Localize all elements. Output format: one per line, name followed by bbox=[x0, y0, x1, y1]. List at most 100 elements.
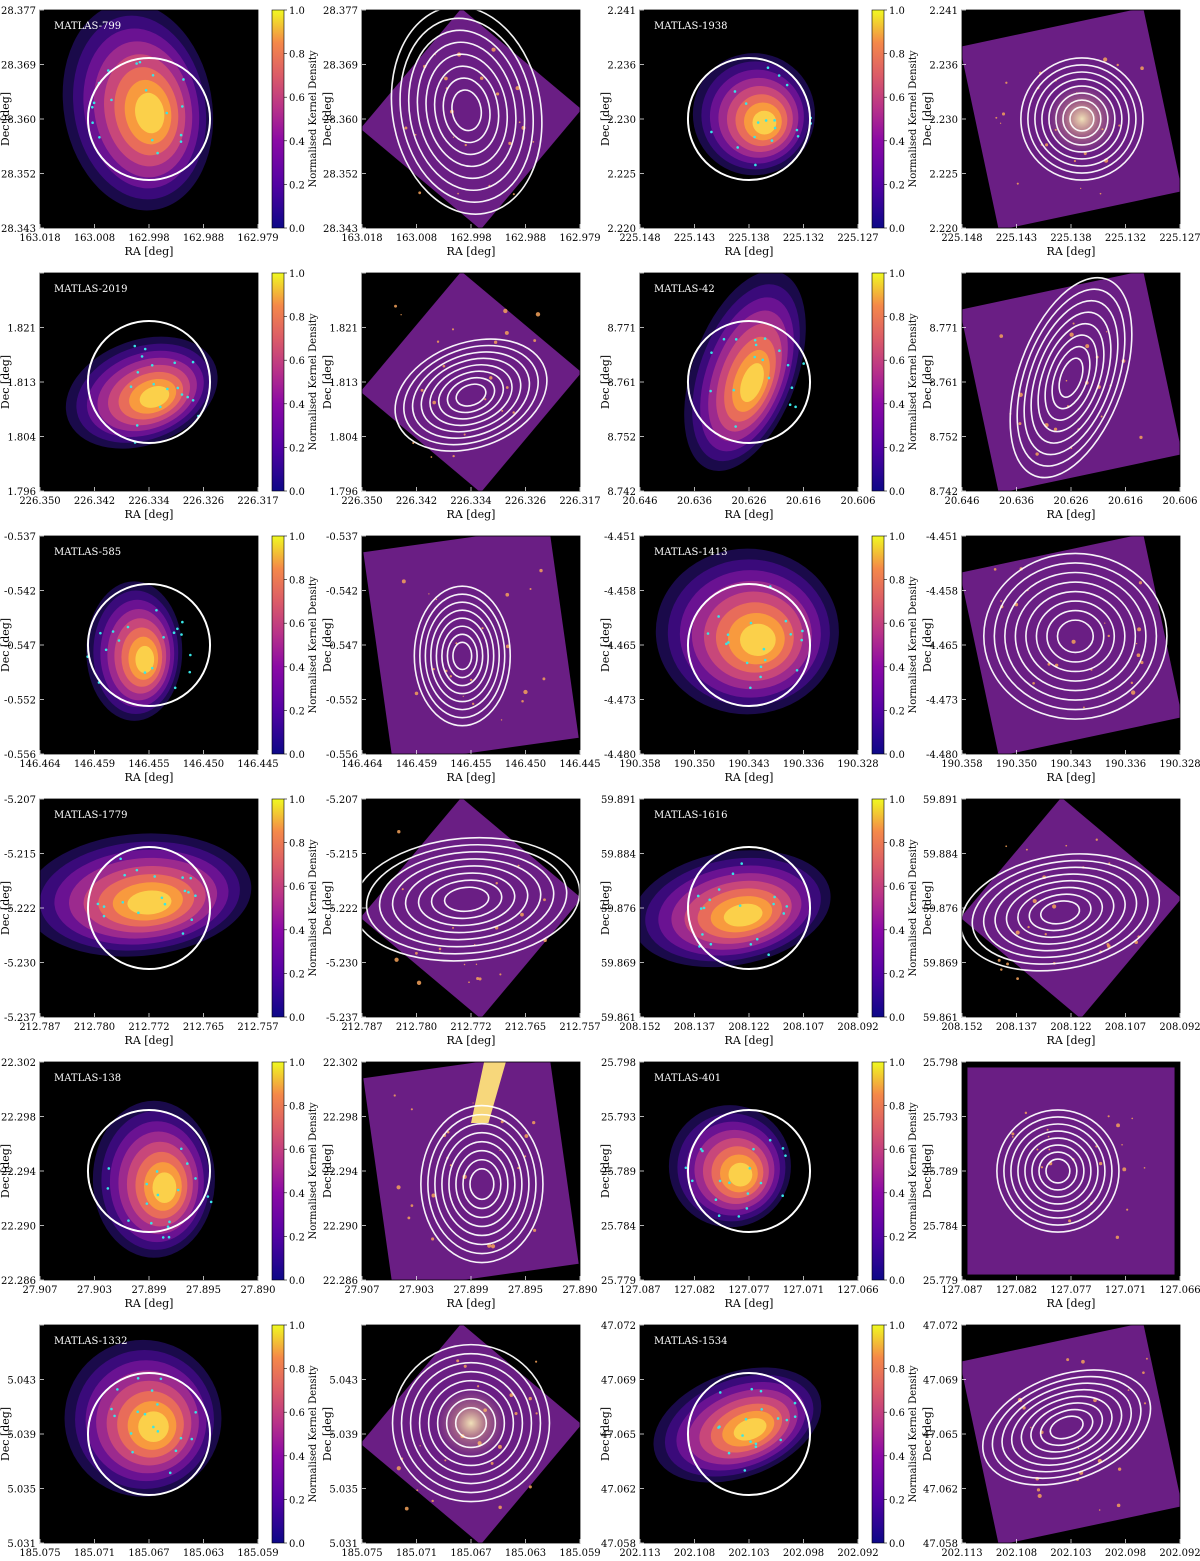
gc-point bbox=[99, 631, 102, 635]
y-tick-label: 22.298 bbox=[1, 1113, 36, 1124]
x-tick-label: 27.890 bbox=[241, 1285, 276, 1296]
star bbox=[1126, 1208, 1129, 1211]
y-tick-label: -0.547 bbox=[326, 641, 358, 652]
star bbox=[1068, 1219, 1072, 1223]
gc-point bbox=[690, 1179, 694, 1183]
star bbox=[416, 1489, 419, 1492]
star bbox=[435, 598, 438, 601]
density-contour bbox=[362, 836, 580, 962]
density-contour bbox=[417, 872, 516, 927]
gc-point bbox=[138, 60, 142, 64]
gc-point bbox=[717, 1214, 721, 1218]
aperture-circle bbox=[86, 1371, 212, 1497]
x-tick-label: 127.087 bbox=[619, 1285, 660, 1296]
colorbar-tick-label: 0.2 bbox=[289, 443, 305, 454]
star bbox=[1048, 1148, 1051, 1151]
star bbox=[1145, 1357, 1148, 1360]
star bbox=[542, 677, 546, 681]
deep-image bbox=[363, 536, 579, 754]
star bbox=[523, 689, 528, 695]
density-contour bbox=[413, 585, 512, 727]
gc-point bbox=[172, 631, 176, 635]
gc-point bbox=[699, 907, 703, 910]
y-tick-label: 1.813 bbox=[329, 378, 358, 389]
star bbox=[481, 627, 484, 630]
x-tick-label: 185.075 bbox=[19, 1548, 60, 1559]
star bbox=[442, 364, 446, 368]
y-tick-label: -0.547 bbox=[4, 641, 36, 652]
colorbar-tick-label: 0.0 bbox=[289, 750, 305, 761]
panel-label: MATLAS-1413 bbox=[654, 547, 728, 558]
density-contour bbox=[1045, 1158, 1071, 1184]
gc-point bbox=[784, 619, 788, 623]
deep-image bbox=[362, 273, 580, 491]
gc-point bbox=[789, 633, 793, 636]
gc-point bbox=[190, 918, 194, 921]
y-tick-label: 5.043 bbox=[329, 1376, 358, 1387]
star bbox=[503, 308, 508, 314]
y-tick-label: 59.884 bbox=[923, 850, 958, 861]
gc-point bbox=[684, 1166, 688, 1170]
density-level bbox=[135, 645, 155, 674]
gc-point bbox=[127, 1219, 130, 1222]
star bbox=[393, 1094, 396, 1097]
density-contour bbox=[1069, 106, 1095, 132]
star bbox=[463, 433, 466, 436]
star bbox=[1103, 57, 1108, 62]
gc-point bbox=[137, 911, 140, 915]
star bbox=[444, 76, 448, 81]
gc-point bbox=[191, 399, 195, 402]
gc-point bbox=[160, 896, 164, 900]
star bbox=[431, 1193, 436, 1198]
y-tick-label: 22.290 bbox=[1, 1222, 36, 1233]
x-tick-label: 20.606 bbox=[841, 496, 876, 507]
star bbox=[498, 1505, 502, 1510]
gc-point bbox=[770, 139, 774, 142]
x-tick-label: 162.998 bbox=[128, 233, 169, 244]
colorbar-tick-label: 0.6 bbox=[289, 93, 305, 104]
density-contour bbox=[424, 601, 501, 711]
y-tick-label: 22.294 bbox=[1, 1167, 36, 1178]
panel-label: MATLAS-1332 bbox=[54, 1336, 128, 1347]
colorbar-tick-label: 0.8 bbox=[289, 50, 305, 61]
x-tick-label: 202.103 bbox=[728, 1548, 769, 1559]
density-contour bbox=[391, 858, 542, 941]
gc-point bbox=[709, 942, 713, 946]
gc-point bbox=[166, 1225, 170, 1229]
star bbox=[505, 592, 510, 597]
y-tick-label: 28.377 bbox=[1, 6, 36, 17]
y-tick-label: -0.556 bbox=[4, 750, 36, 761]
star bbox=[462, 695, 464, 698]
gc-point bbox=[143, 1412, 147, 1416]
star bbox=[401, 888, 404, 891]
x-tick-label: 190.358 bbox=[941, 759, 982, 770]
y-tick-label: -0.537 bbox=[4, 532, 36, 543]
x-tick-label: 212.787 bbox=[19, 1022, 60, 1033]
y-tick-label: -5.237 bbox=[326, 1013, 358, 1024]
gc-point bbox=[150, 666, 154, 670]
star bbox=[432, 667, 435, 671]
density-level bbox=[139, 386, 170, 408]
star bbox=[517, 1167, 520, 1170]
star bbox=[484, 398, 487, 401]
gc-point bbox=[133, 344, 137, 348]
colorbar-tick-label: 0.4 bbox=[289, 1452, 305, 1463]
star bbox=[535, 1360, 538, 1363]
aperture-circle bbox=[86, 56, 212, 182]
x-tick-label: 27.907 bbox=[345, 1285, 380, 1296]
star bbox=[394, 957, 399, 962]
star bbox=[397, 830, 401, 834]
x-tick-label: 162.979 bbox=[559, 233, 600, 244]
gc-point bbox=[110, 1407, 113, 1411]
density-contour bbox=[448, 1140, 516, 1228]
x-axis-label: RA [deg] bbox=[725, 508, 774, 521]
x-tick-label: 20.646 bbox=[623, 496, 658, 507]
star bbox=[491, 47, 496, 52]
gc-point bbox=[773, 119, 776, 122]
density-contour bbox=[455, 1149, 509, 1219]
y-tick-label: -0.542 bbox=[326, 587, 358, 598]
gc-point bbox=[174, 1449, 178, 1453]
gc-point bbox=[181, 620, 184, 624]
star bbox=[419, 1445, 421, 1447]
x-tick-label: 226.334 bbox=[128, 496, 169, 507]
